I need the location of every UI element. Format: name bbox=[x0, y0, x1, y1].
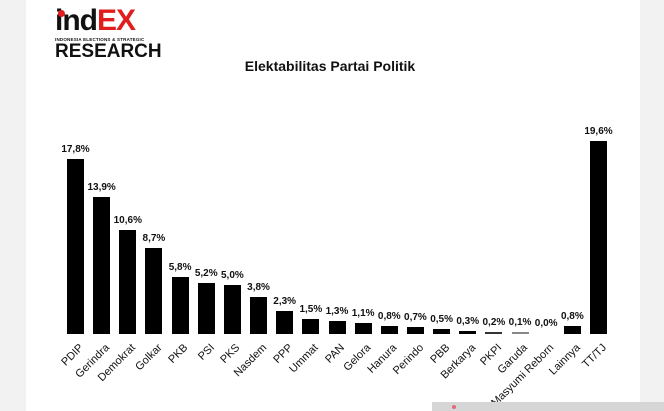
value-label: 0,8% bbox=[377, 311, 401, 323]
bar-demokrat bbox=[119, 229, 137, 334]
bar-hanura bbox=[380, 326, 398, 334]
chart-title-text: Elektabilitas Partai Politik bbox=[244, 58, 416, 74]
x-axis-label: Golkar bbox=[132, 341, 165, 374]
value-label: 0,5% bbox=[430, 314, 453, 326]
bar-pan bbox=[328, 321, 346, 334]
bottom-overlay-icon bbox=[452, 405, 456, 409]
value-label: 1,5% bbox=[299, 304, 323, 316]
bar-pkb bbox=[171, 276, 189, 334]
x-axis-label: PSI bbox=[195, 341, 217, 363]
value-label: 5,2% bbox=[194, 267, 218, 279]
x-axis-label: PKB bbox=[166, 341, 191, 366]
bar-ppp bbox=[276, 311, 294, 334]
value-label: 3,8% bbox=[247, 281, 270, 293]
logo-ex-text: EX bbox=[97, 4, 136, 37]
bar-perindo bbox=[406, 327, 424, 334]
bar-pks bbox=[223, 284, 241, 334]
bar-gerindra bbox=[93, 197, 111, 334]
bar-ummat bbox=[302, 319, 320, 334]
bar-pbb bbox=[433, 329, 451, 334]
value-label: 17,8% bbox=[61, 143, 90, 155]
x-axis-label: TT/TJ bbox=[579, 341, 609, 371]
value-label: 13,9% bbox=[87, 182, 116, 194]
value-label: 5,0% bbox=[220, 269, 244, 281]
value-label: 1,1% bbox=[351, 308, 375, 320]
value-label: 0,7% bbox=[404, 312, 427, 324]
index-research-logo: indEX INDONESIA ELECTIONS & STRATEGIC RE… bbox=[55, 4, 185, 62]
bar-garuda bbox=[511, 332, 529, 334]
value-label: 8,7% bbox=[142, 233, 166, 245]
logo-dot-icon bbox=[58, 10, 65, 17]
value-label: 0,3% bbox=[456, 316, 480, 328]
bar-nasdem bbox=[250, 296, 268, 334]
value-label: 2,3% bbox=[273, 296, 297, 308]
logo-research-text: RESEARCH bbox=[55, 41, 162, 62]
bar-berkarya bbox=[459, 331, 477, 334]
bar-golkar bbox=[145, 248, 163, 334]
value-label: 19,6% bbox=[584, 125, 613, 137]
bar-pkpi bbox=[485, 332, 503, 334]
value-label: 5,8% bbox=[168, 261, 192, 273]
value-label: 0,2% bbox=[482, 317, 506, 328]
value-label: 10,6% bbox=[113, 214, 142, 226]
value-label: 0,1% bbox=[508, 317, 532, 328]
bar-tt-tj bbox=[590, 140, 607, 334]
bar-pdip bbox=[67, 158, 84, 334]
chart-title: Elektabilitas Partai Politik bbox=[0, 58, 664, 74]
value-label: 0,0% bbox=[534, 318, 558, 329]
logo-subtitle: INDONESIA ELECTIONS & STRATEGIC bbox=[55, 37, 145, 42]
bar-lainnya bbox=[563, 326, 581, 334]
value-label: 0,8% bbox=[560, 311, 584, 323]
bar-psi bbox=[197, 282, 215, 334]
value-label: 1,3% bbox=[325, 306, 349, 318]
chart-panel bbox=[26, 0, 640, 411]
bottom-overlay-bar bbox=[432, 402, 664, 411]
bar-gelora bbox=[354, 323, 372, 334]
